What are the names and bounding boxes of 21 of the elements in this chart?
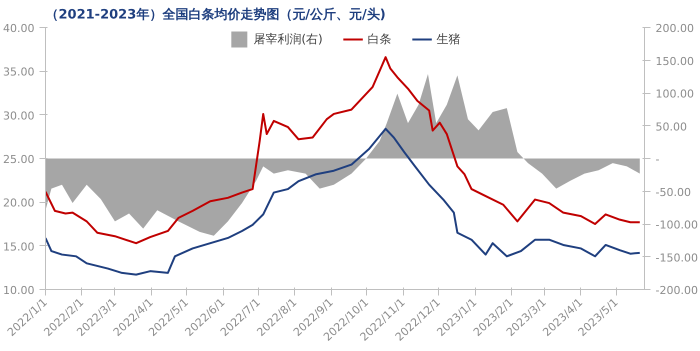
y2-tick-label: -100.00 [656,218,698,232]
y2-tick-label: - [656,153,660,166]
y-tick-label: 35.00 [3,66,35,79]
y2-tick-label: -50.00 [656,186,691,199]
line-series [46,128,641,276]
y2-tick-label: 100.00 [656,88,694,100]
y-tick-label: 40.00 [3,22,35,35]
chart-title: （2021-2023年）全国白条均价走势图（元/公斤、元/头) [46,6,386,22]
y-tick-label: 25.00 [3,153,35,166]
y-tick-label: 15.00 [3,240,35,254]
y2-tick-label: -150.00 [656,251,698,264]
y-tick-label: 20.00 [3,196,35,210]
legend-label: 屠宰利润(右) [253,30,323,48]
legend-label: 白条 [368,30,392,48]
y2-tick-label: 200.00 [656,22,694,35]
y2-tick-label: 150.00 [656,54,694,68]
y2-tick-label: 50.00 [656,120,687,134]
y-tick-label: 10.00 [3,284,35,297]
y2-tick-label: -200.00 [656,284,698,297]
legend-label: 生猪 [436,30,461,48]
y-tick-label: 30.00 [3,109,35,122]
